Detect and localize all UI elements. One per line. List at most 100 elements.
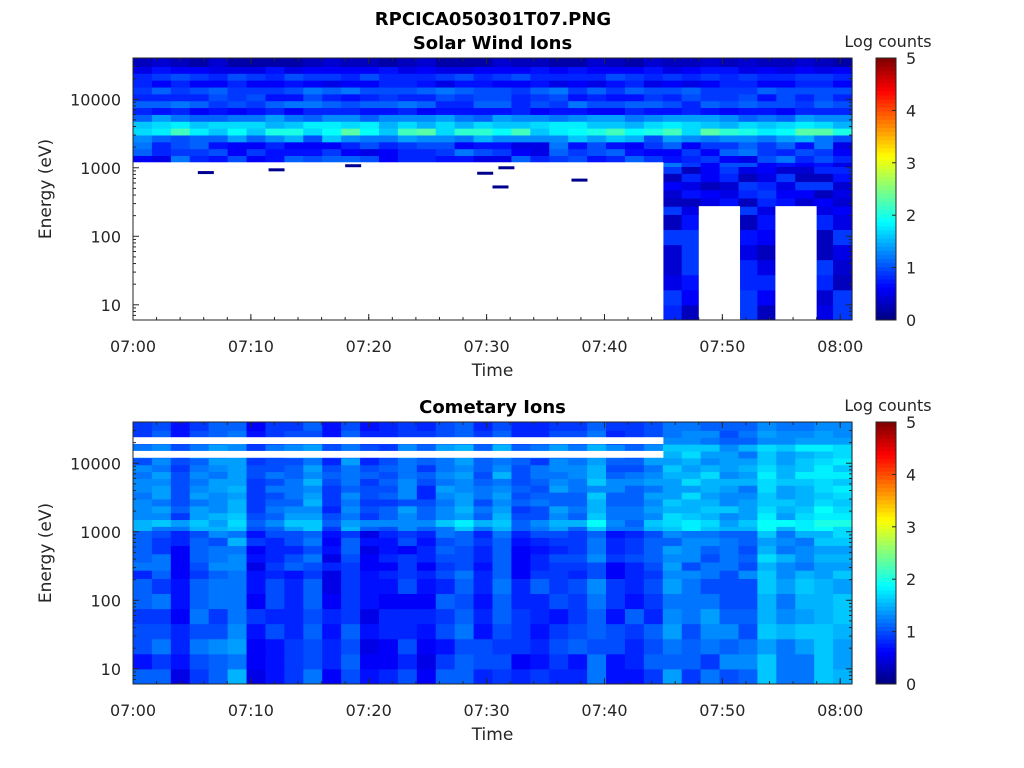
heatmap-cell: [454, 457, 475, 466]
heatmap-cell: [814, 492, 834, 500]
heatmap-cell: [738, 578, 758, 595]
colorbar-swatch: [876, 107, 896, 112]
heatmap-cell: [795, 73, 815, 81]
heatmap-cell: [246, 512, 267, 521]
heatmap-cell: [208, 653, 229, 670]
heatmap-cell: [133, 492, 153, 500]
heatmap-cell: [662, 155, 683, 163]
heatmap-cell: [738, 437, 758, 445]
heatmap-cell: [530, 444, 550, 452]
heatmap-cell: [378, 668, 399, 685]
heatmap-cell: [738, 274, 758, 291]
heatmap-cell: [435, 505, 456, 514]
heatmap-cell: [492, 121, 513, 129]
colorbar-swatch: [876, 626, 896, 632]
heatmap-cell: [454, 653, 475, 670]
heatmap-cell: [378, 58, 399, 67]
heatmap-cell: [700, 561, 721, 571]
heatmap-cell: [606, 653, 626, 670]
heatmap-cell: [549, 478, 569, 486]
heatmap-cell: [662, 553, 683, 563]
heatmap-cell: [454, 141, 475, 150]
x-tick-label: 07:10: [228, 701, 274, 720]
heatmap-cell: [624, 545, 645, 555]
heatmap-cell: [454, 464, 475, 473]
heatmap-cell: [360, 430, 380, 438]
heatmap-cell: [322, 526, 342, 531]
heatmap-cell: [133, 485, 153, 493]
heatmap-cell: [587, 444, 607, 452]
heatmap-cell: [378, 73, 399, 81]
heatmap-cell: [795, 197, 815, 207]
heatmap-cell: [681, 512, 702, 521]
heatmap-cell: [416, 530, 437, 538]
heatmap-cell: [587, 66, 607, 74]
colorbar-swatch: [876, 495, 896, 501]
heatmap-cell: [833, 519, 853, 527]
heatmap-cell: [208, 134, 229, 143]
x-axis-label: Time: [471, 361, 514, 381]
colorbar-swatch: [876, 618, 896, 624]
heatmap-cell: [568, 638, 588, 655]
heatmap-cell: [624, 512, 645, 521]
heatmap-cell: [549, 73, 569, 81]
heatmap-cell: [662, 519, 683, 527]
heatmap-cell: [738, 545, 758, 555]
heatmap-cell: [227, 148, 248, 157]
heatmap-cell: [454, 537, 475, 547]
heatmap-cell: [511, 593, 531, 610]
heatmap-cell: [814, 66, 834, 74]
colorbar-swatch: [876, 442, 896, 448]
heatmap-cell: [133, 570, 153, 579]
heatmap-cell: [662, 545, 683, 555]
heatmap-cell: [681, 304, 702, 321]
heatmap-cell: [492, 128, 513, 136]
heatmap-cell: [700, 545, 721, 555]
heatmap-cell: [662, 66, 683, 74]
heatmap-cell: [322, 128, 342, 136]
heatmap-cell: [322, 638, 342, 655]
heatmap-cell: [133, 430, 153, 438]
heatmap-cell: [416, 107, 437, 115]
heatmap-cell: [303, 457, 323, 466]
heatmap-cell: [624, 107, 645, 115]
heatmap-cell: [700, 450, 721, 459]
heatmap-cell: [814, 274, 834, 291]
heatmap-cell: [549, 537, 569, 547]
heatmap-cell: [397, 530, 418, 538]
heatmap-cell: [719, 553, 740, 563]
colorbar-swatch: [876, 610, 896, 615]
heatmap-cell: [416, 545, 437, 555]
heatmap-cell: [265, 73, 285, 81]
heatmap-cell: [189, 553, 210, 563]
heatmap-cell: [700, 492, 721, 500]
colorbar-swatch: [876, 111, 896, 116]
heatmap-cell: [303, 444, 323, 452]
heatmap-cell: [624, 653, 645, 670]
heatmap-cell: [568, 66, 588, 74]
colorbar-frame: [875, 57, 897, 321]
heatmap-cell: [833, 166, 853, 174]
heatmap-cell: [568, 73, 588, 81]
heatmap-cell: [189, 66, 210, 74]
heatmap-cell: [643, 66, 664, 74]
heatmap-cell: [624, 86, 645, 95]
heatmap-cell: [833, 561, 853, 571]
heatmap-cell: [833, 450, 853, 459]
heatmap-cell: [643, 668, 664, 685]
heatmap-cell: [738, 553, 758, 563]
heatmap-cell: [397, 121, 418, 129]
heatmap-cell: [303, 553, 323, 563]
heatmap-cell: [208, 537, 229, 547]
heatmap-cell: [662, 259, 683, 276]
heatmap-cell: [814, 189, 834, 199]
heatmap-cell: [738, 148, 758, 157]
heatmap-cell: [227, 471, 248, 479]
heatmap-cell: [303, 93, 323, 102]
heatmap-cell: [208, 512, 229, 521]
heatmap-cell: [227, 121, 248, 129]
heatmap-cell: [341, 570, 361, 579]
colorbar-swatch: [876, 581, 896, 587]
heatmap-cell: [151, 668, 172, 685]
heatmap-cell: [246, 444, 267, 452]
